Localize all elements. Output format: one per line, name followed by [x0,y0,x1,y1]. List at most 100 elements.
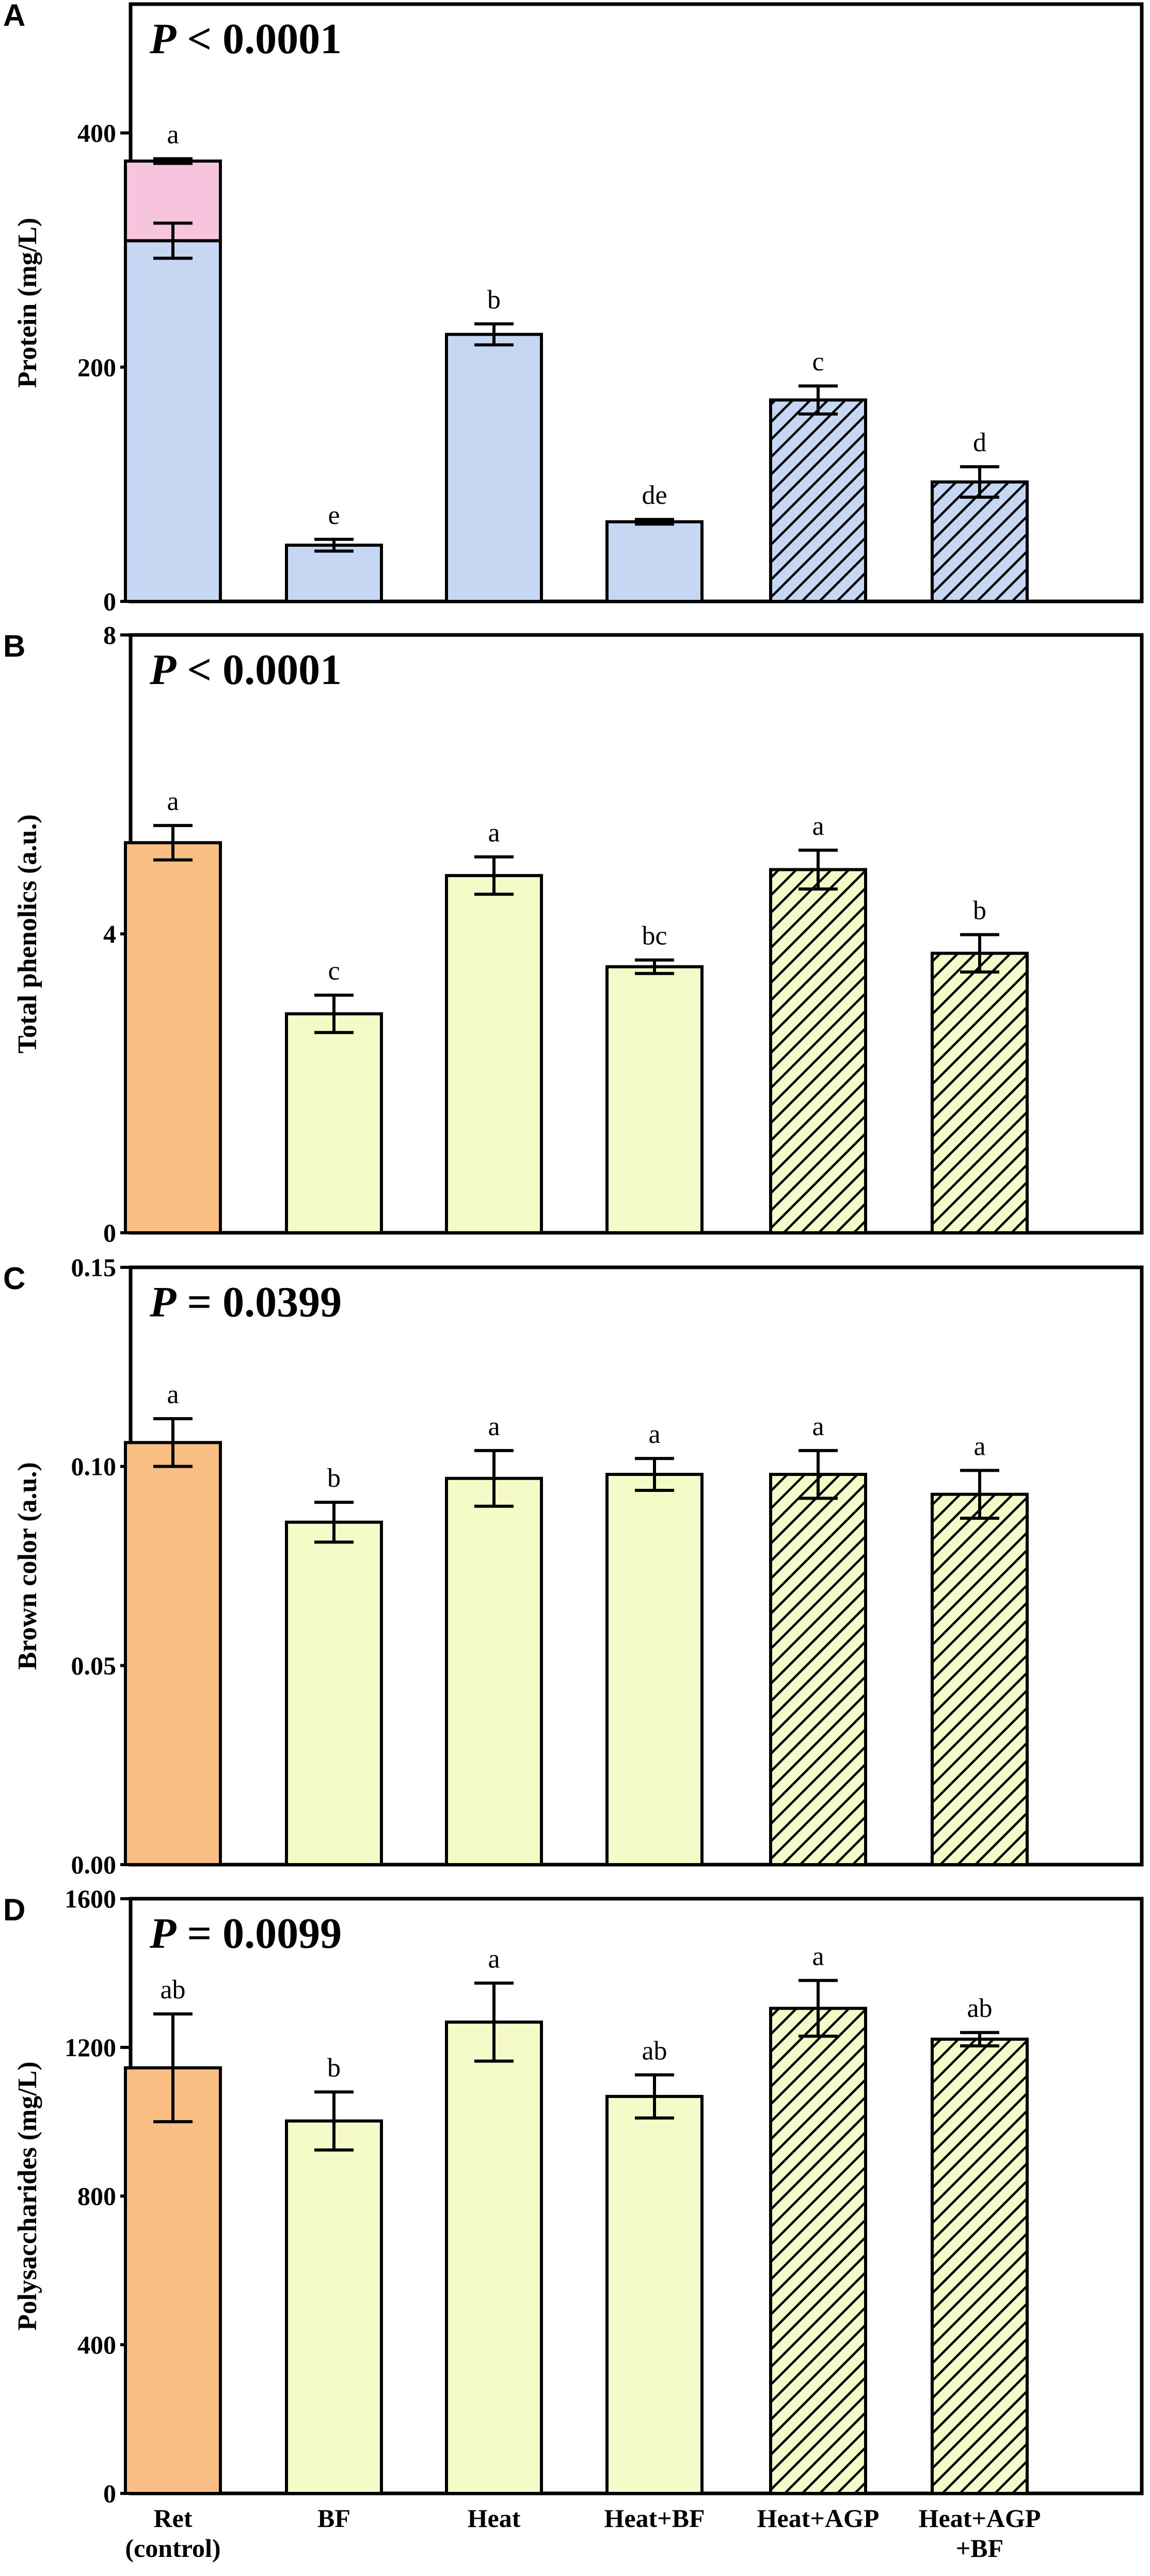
bar [285,1520,383,1866]
bar [769,398,867,603]
panel-b: B P < 0.0001 Total phenolics (a.u.) 0 4 8 a c a b… [3,621,1144,1247]
x-category-label: BF [317,2504,350,2533]
significance-letter: a [167,120,179,149]
panel-letter: D [3,1893,25,1927]
error-bar [960,465,999,499]
significance-letter: bc [642,921,667,951]
x-axis-category-labels: Ret (control) BF Heat Heat+BF Heat+AGP Heat+AG… [125,2504,1041,2563]
significance-letter: b [973,896,986,925]
bar [769,1473,867,1866]
y-tick-label: 1200 [65,2033,116,2062]
error-bar [314,537,354,553]
x-category-label: Heat+AGP +BF [919,2504,1041,2563]
error-bar [798,384,838,416]
significance-letter: a [812,1942,824,1971]
bar [124,841,222,1234]
bar [124,239,222,603]
significance-letter: ab [642,2036,667,2065]
bar [124,1441,222,1867]
significance-letter: c [328,957,340,986]
significance-letter: a [167,787,179,816]
panel-letter: B [3,629,25,663]
significance-letter: a [812,812,824,841]
bar [605,2095,704,2495]
y-tick-label: 0.00 [71,1850,117,1879]
significance-letter: de [642,481,667,510]
error-bar [153,157,193,165]
error-bar [474,322,514,347]
error-bar [474,855,514,896]
x-category-label: Heat [468,2504,521,2533]
significance-letter: b [327,1464,341,1493]
error-bar [635,958,674,975]
x-category-label: Ret (control) [125,2504,220,2563]
error-bar [153,824,193,862]
significance-letter: d [973,428,986,457]
p-value: P < 0.0001 [149,646,342,694]
error-bar [474,1449,514,1508]
error-bar [960,933,999,974]
significance-letter: c [812,347,824,377]
bar [605,520,704,603]
significance-letter: b [327,2053,341,2082]
error-bar [798,848,838,891]
error-bar [314,1501,354,1544]
y-tick-label: 8 [103,621,116,649]
significance-letter: a [648,1420,660,1449]
p-value: P = 0.0099 [149,1910,342,1958]
bar [931,951,1029,1234]
y-tick-label: 400 [77,119,116,148]
y-tick-label: 0.15 [71,1253,117,1282]
bar [931,480,1029,603]
error-bar [635,1457,674,1492]
panel-a: A P < 0.0001 Protein (mg/L) 0 200 400 a e b de c d [3,0,1144,616]
x-category-label: Heat+AGP [757,2504,880,2533]
panel-c: C P = 0.0399 Brown color (a.u.) 0.00 0.05 0.1… [3,1253,1144,1879]
significance-letter: a [488,1944,500,1974]
y-tick-label: 200 [77,353,116,381]
panel-letter: A [3,0,25,33]
bar [445,332,543,603]
bar [285,1012,383,1234]
error-bar [960,1469,999,1520]
p-value: P = 0.0399 [149,1278,342,1326]
error-bar [153,1417,193,1468]
significance-letter: ab [160,1975,185,2005]
error-bar [474,1981,514,2063]
y-tick-label: 0 [103,587,116,616]
y-tick-label: 0 [103,1218,116,1247]
y-tick-label: 0.05 [71,1651,117,1680]
error-bar [635,518,674,526]
bar [285,2119,383,2495]
significance-letter: a [488,818,500,848]
significance-letter: a [488,1412,500,1441]
y-tick-label: 0 [103,2479,116,2508]
bar [445,2021,543,2495]
error-bar [635,2073,674,2120]
bar [445,874,543,1234]
error-bar [798,1449,838,1500]
panel-d: D P = 0.0099 Polysaccharides (mg/L) 0 400 800… [3,1884,1144,2508]
error-bar [153,2012,193,2123]
bar [285,544,383,603]
y-tick-label: 4 [103,919,116,948]
y-axis-label: Polysaccharides (mg/L) [13,2061,42,2330]
y-tick-label: 1600 [65,1884,116,1913]
y-axis-label: Brown color (a.u.) [13,1462,42,1670]
bar [605,1473,704,1866]
error-bar [314,993,354,1035]
y-axis-label: Protein (mg/L) [13,218,42,388]
significance-letter: a [812,1412,824,1441]
p-value: P < 0.0001 [149,15,342,63]
x-category-label: Heat+BF [604,2504,705,2533]
bar [931,2038,1029,2495]
significance-letter: e [328,501,340,530]
bar [605,965,704,1234]
bar [931,1492,1029,1866]
significance-letter: a [973,1432,985,1461]
error-bar [960,2031,999,2048]
bar [124,2066,222,2495]
error-bar [798,1979,838,2038]
y-tick-label: 400 [77,2330,116,2359]
